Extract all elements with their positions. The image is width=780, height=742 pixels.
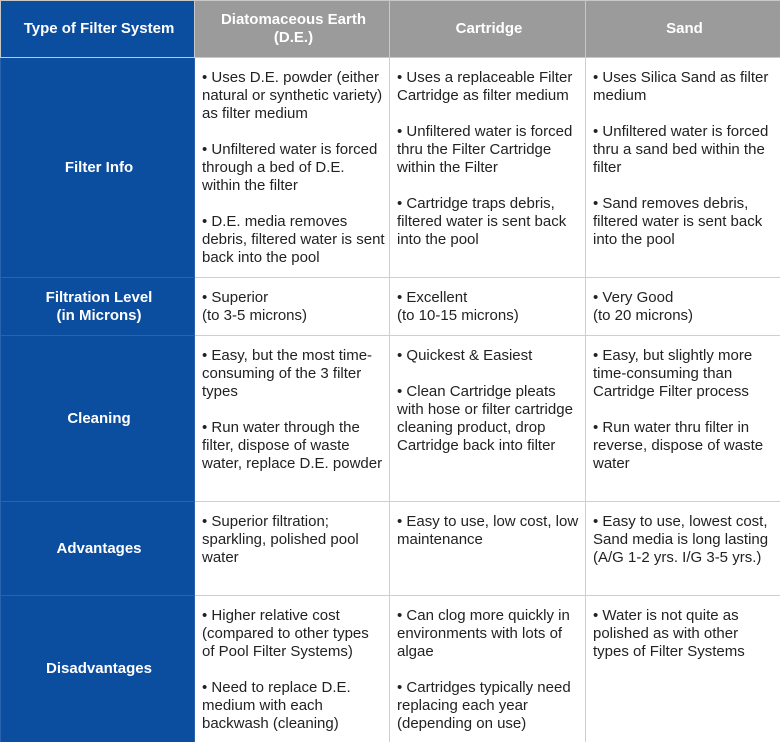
bullet-text: • Run water through the filter, dispose … xyxy=(202,419,383,472)
row-label: Advantages xyxy=(0,501,195,596)
bullet-text: • D.E. media removes debris, filtered wa… xyxy=(202,213,385,266)
bullet-text: • Easy, but the most time-consuming of t… xyxy=(202,347,373,400)
table-cell: • Easy to use, lowest cost, Sand media i… xyxy=(585,501,780,596)
bullet-text: • Uses Silica Sand as filter medium xyxy=(593,69,769,104)
bullet-text: • Cartridges typically need replacing ea… xyxy=(397,679,571,732)
bullet-text: • Easy, but slightly more time-consuming… xyxy=(593,347,753,400)
table-body: Filter Info • Uses D.E. powder (either na… xyxy=(0,57,780,742)
bullet-text: • Uses D.E. powder (either natural or sy… xyxy=(202,69,383,122)
bullet-text: • Water is not quite as polished as with… xyxy=(593,607,745,660)
bullet-text: • Can clog more quickly in environments … xyxy=(397,607,570,660)
bullet-text: • Unfiltered water is forced thru the Fi… xyxy=(397,123,573,176)
bullet-text: • Unfiltered water is forced thru a sand… xyxy=(593,123,769,176)
table-cell: • Uses D.E. powder (either natural or sy… xyxy=(194,57,390,278)
table-row: Filtration Level (in Microns) • Superior … xyxy=(0,277,780,336)
bullet-text: • Clean Cartridge pleats with hose or fi… xyxy=(397,383,573,454)
table-cell: • Superior (to 3-5 microns) xyxy=(194,277,390,336)
row-label: Filtration Level (in Microns) xyxy=(0,277,195,336)
table-row: Filter Info • Uses D.E. powder (either na… xyxy=(0,57,780,278)
table-cell: • Uses a replaceable Filter Cartridge as… xyxy=(389,57,586,278)
table-row: Disadvantages • Higher relative cost (com… xyxy=(0,595,780,742)
bullet-text: • Unfiltered water is forced through a b… xyxy=(202,141,378,194)
header-cell: Type of Filter System xyxy=(0,0,195,58)
bullet-text: • Superior (to 3-5 microns) xyxy=(202,289,308,324)
table-cell: • Easy, but slightly more time-consuming… xyxy=(585,335,780,502)
bullet-text: • Very Good (to 20 microns) xyxy=(593,289,694,324)
table-row: Advantages • Superior filtration; sparkli… xyxy=(0,501,780,596)
table-row: Cleaning • Easy, but the most time-consum… xyxy=(0,335,780,502)
table-cell: • Easy to use, low cost, low maintenance xyxy=(389,501,586,596)
bullet-text: • Higher relative cost (compared to othe… xyxy=(202,607,369,660)
bullet-text: • Easy to use, low cost, low maintenance xyxy=(397,513,579,548)
table-cell: • Quickest & Easiest • Clean Cartridge pl… xyxy=(389,335,586,502)
bullet-text: • Excellent (to 10-15 microns) xyxy=(397,289,519,324)
header-cell: Cartridge xyxy=(389,0,586,58)
header-cell: Sand xyxy=(585,0,780,58)
bullet-text: • Easy to use, lowest cost, Sand media i… xyxy=(593,513,769,566)
bullet-text: • Run water thru filter in reverse, disp… xyxy=(593,419,764,472)
table-cell: • Excellent (to 10-15 microns) xyxy=(389,277,586,336)
bullet-text: • Cartridge traps debris, filtered water… xyxy=(397,195,567,248)
bullet-text: • Uses a replaceable Filter Cartridge as… xyxy=(397,69,573,104)
table-cell: • Water is not quite as polished as with… xyxy=(585,595,780,742)
bullet-text: • Sand removes debris, filtered water is… xyxy=(593,195,763,248)
bullet-text: • Quickest & Easiest xyxy=(397,347,533,364)
table-cell: • Superior filtration; sparkling, polish… xyxy=(194,501,390,596)
table-cell: • Easy, but the most time-consuming of t… xyxy=(194,335,390,502)
bullet-text: • Superior filtration; sparkling, polish… xyxy=(202,513,359,566)
table-cell: • Can clog more quickly in environments … xyxy=(389,595,586,742)
row-label: Filter Info xyxy=(0,57,195,278)
table-cell: • Uses Silica Sand as filter medium • Unf… xyxy=(585,57,780,278)
bullet-text: • Need to replace D.E. medium with each … xyxy=(202,679,351,732)
header-cell: Diatomaceous Earth (D.E.) xyxy=(194,0,390,58)
row-label: Cleaning xyxy=(0,335,195,502)
row-label: Disadvantages xyxy=(0,595,195,742)
table-cell: • Very Good (to 20 microns) xyxy=(585,277,780,336)
table-cell: • Higher relative cost (compared to othe… xyxy=(194,595,390,742)
header-row: Type of Filter System Diatomaceous Earth … xyxy=(0,0,780,58)
